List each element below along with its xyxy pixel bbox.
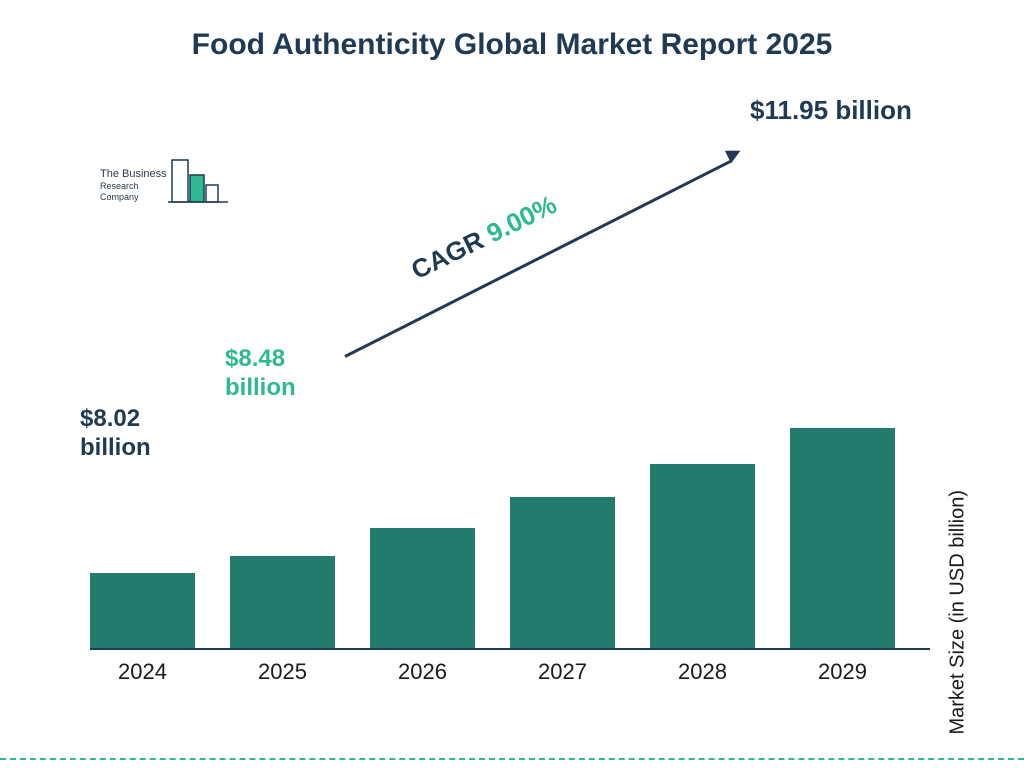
x-tick-label: 2027 [510,659,615,685]
bar [90,573,195,648]
x-tick-label: 2026 [370,659,475,685]
value-label: $8.02billion [80,405,151,463]
bar [230,556,335,648]
value-label: $8.48billion [225,345,296,403]
bar [370,528,475,648]
y-axis-label: Market Size (in USD billion) [947,490,970,735]
value-label: $11.95 billion [750,95,912,126]
x-tick-label: 2025 [230,659,335,685]
chart-title: Food Authenticity Global Market Report 2… [0,28,1024,62]
x-tick-label: 2028 [650,659,755,685]
x-tick-label: 2024 [90,659,195,685]
bottom-dashed-line [0,758,1024,760]
bar [510,497,615,648]
bar [650,464,755,648]
x-tick-label: 2029 [790,659,895,685]
x-axis [90,648,930,650]
bar [790,428,895,648]
